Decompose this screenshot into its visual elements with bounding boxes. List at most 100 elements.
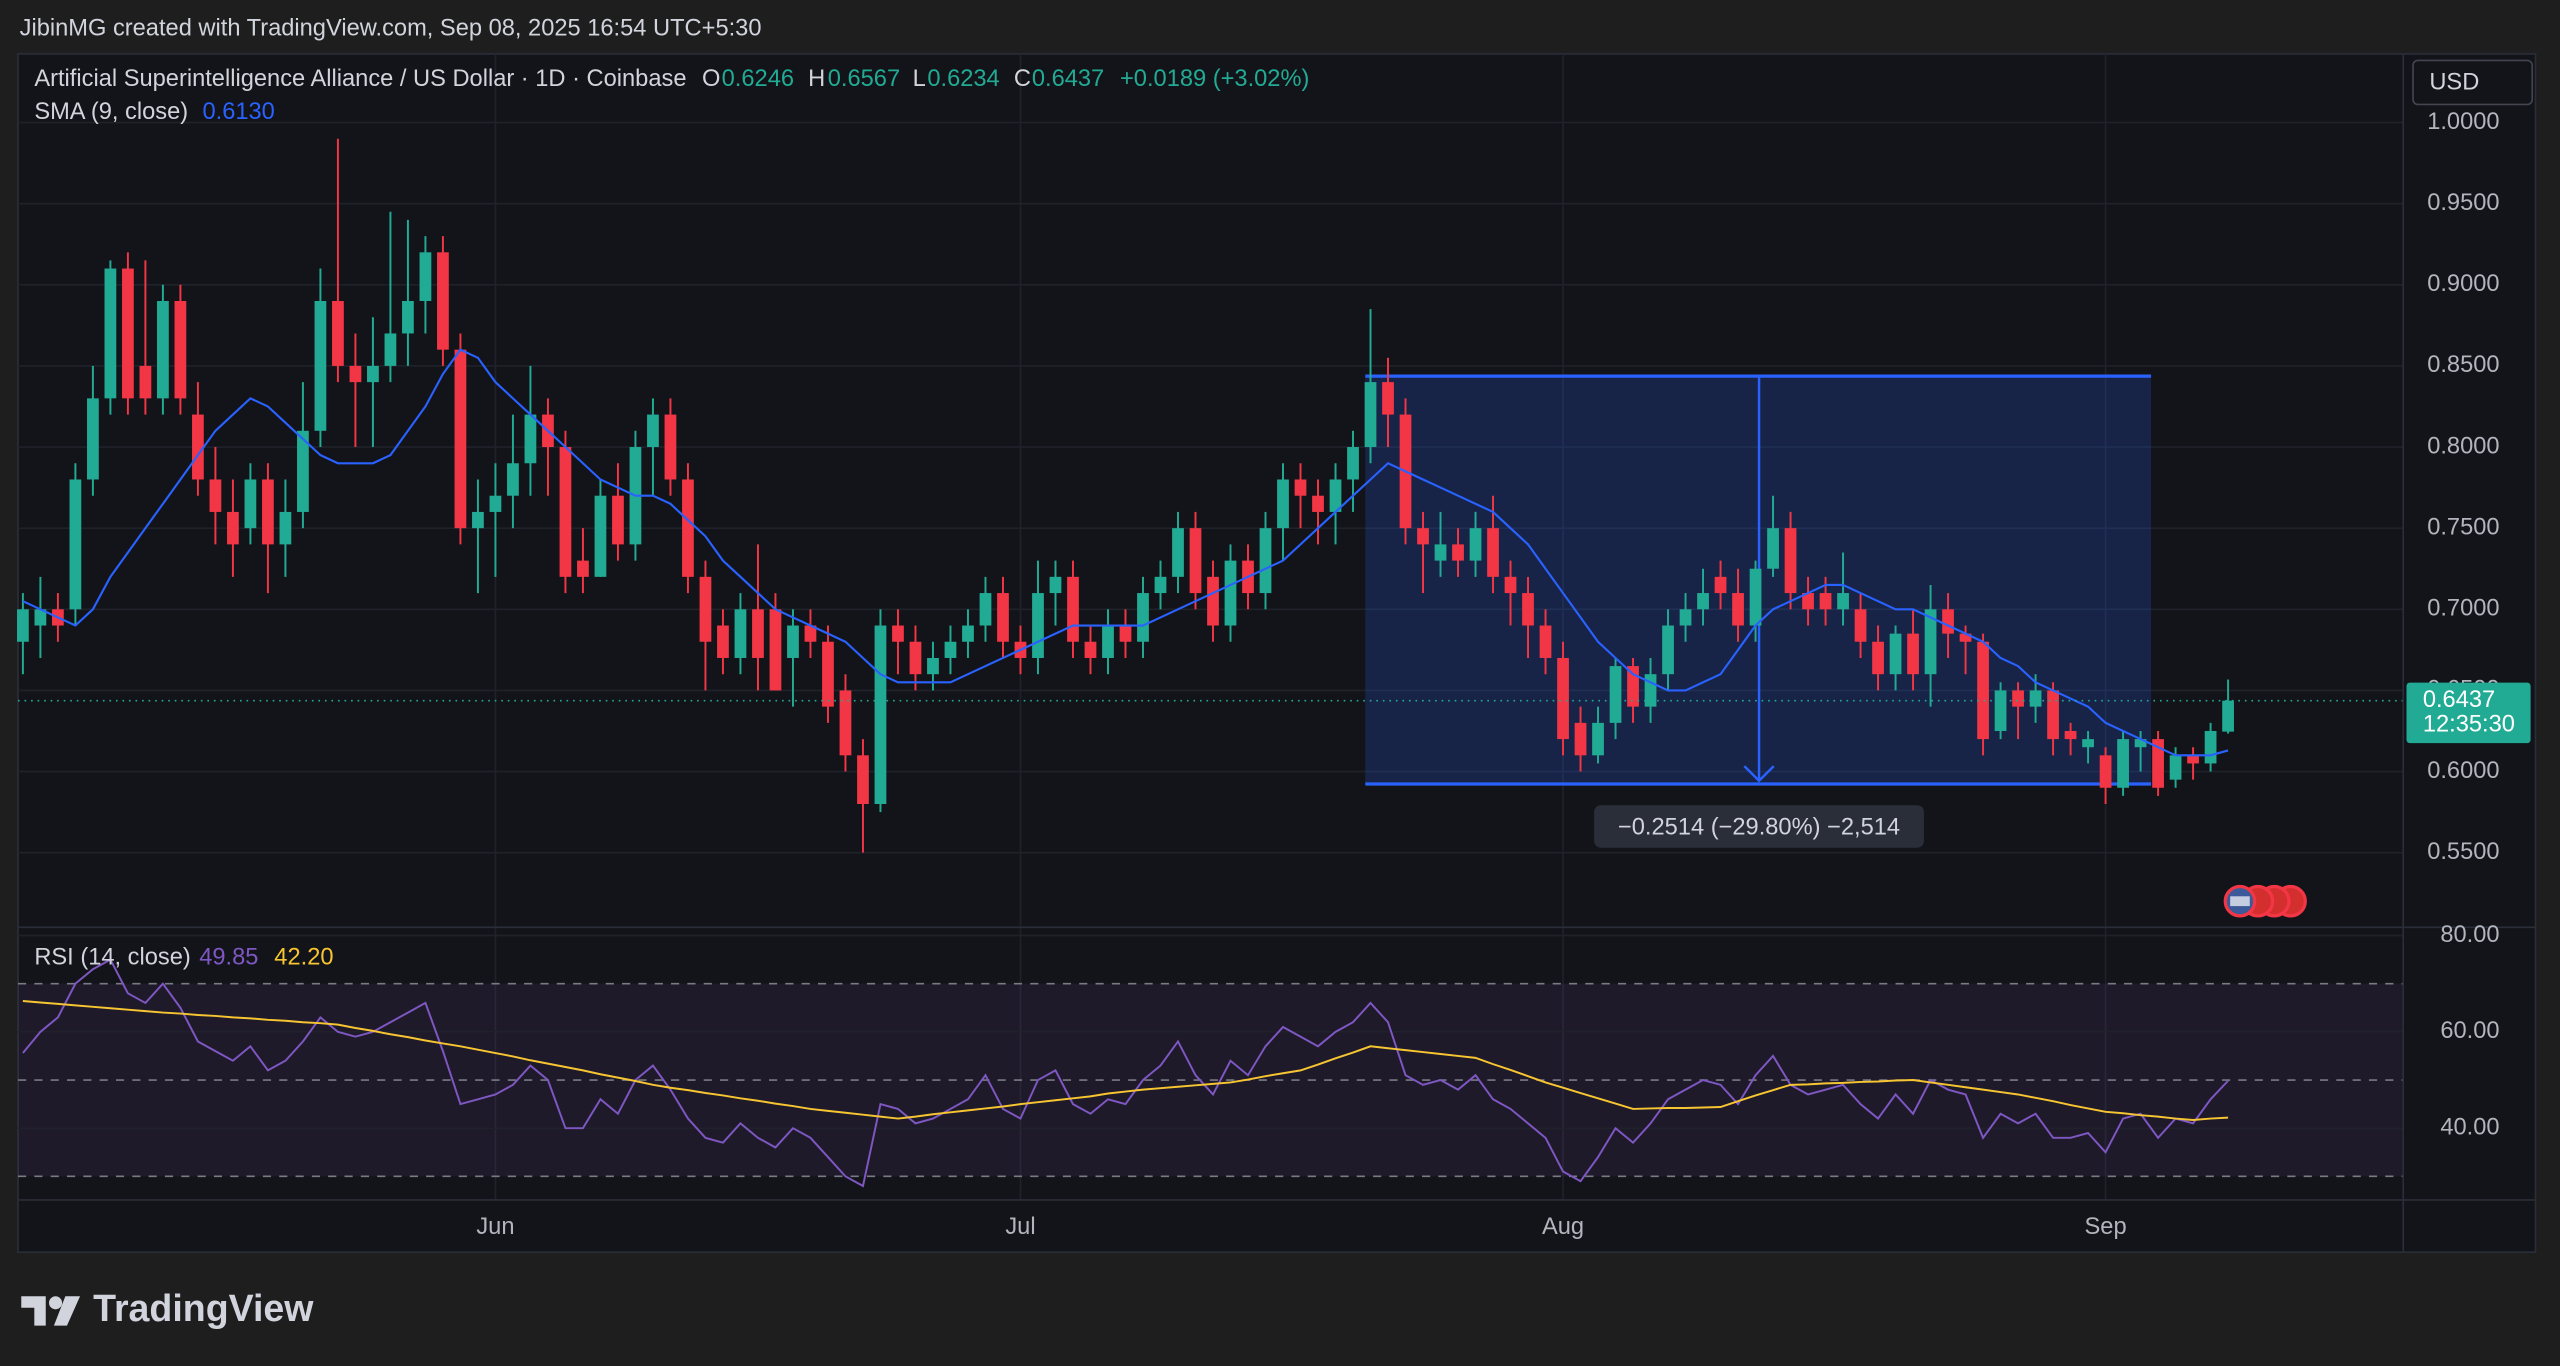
measure-label-box xyxy=(1594,805,1924,848)
candle-body xyxy=(734,609,747,658)
candle-body xyxy=(157,300,169,399)
candle-body xyxy=(559,447,572,577)
y-tick-label: 0.6000 xyxy=(2427,758,2499,784)
candle-body xyxy=(612,495,624,545)
x-tick-label: Sep xyxy=(2085,1214,2127,1240)
candle-body xyxy=(787,625,799,658)
brand-logo xyxy=(21,1296,81,1326)
candle-body xyxy=(822,641,834,707)
candle-body xyxy=(244,479,257,529)
candle-body xyxy=(1749,568,1762,626)
candle-body xyxy=(1854,609,1867,642)
plot xyxy=(17,53,2404,1200)
x-tick-label: Jul xyxy=(1005,1214,1035,1240)
candle-body xyxy=(1469,528,1482,561)
candle-body xyxy=(279,511,292,545)
candle-body xyxy=(1557,657,1569,740)
candle-body xyxy=(1487,528,1499,577)
candle-body xyxy=(437,252,449,350)
symbol-title: Artificial Superintelligence Alliance / … xyxy=(34,66,686,92)
ohlc-value: 0.6437 xyxy=(1032,66,1104,92)
attribution: JibinMG created with TradingView.com, Se… xyxy=(20,16,762,42)
candle-body xyxy=(1189,528,1202,594)
candle-body xyxy=(1697,593,1709,610)
candle-body xyxy=(2082,739,2094,748)
candle-body xyxy=(857,755,869,805)
candle-body xyxy=(1137,593,1149,642)
ohlc-value: 0.6246 xyxy=(722,66,794,92)
candle-body xyxy=(1907,633,1919,675)
candle-body xyxy=(979,593,992,626)
sma-line xyxy=(22,348,2229,757)
y-tick-label: 0.7000 xyxy=(2427,596,2499,622)
candle-body xyxy=(419,252,432,301)
candle-body xyxy=(717,625,729,658)
candle-body xyxy=(402,300,414,334)
candle-body xyxy=(1067,576,1079,642)
candle-body xyxy=(367,365,379,383)
candle-body xyxy=(577,560,589,577)
candle-body xyxy=(1609,666,1622,723)
candle-body xyxy=(332,300,344,366)
candle-body xyxy=(1032,593,1044,658)
candle-body xyxy=(874,625,887,805)
candle-body xyxy=(209,479,222,512)
candle-body xyxy=(1277,479,1289,529)
candle-body xyxy=(1259,528,1272,594)
candle-body xyxy=(2204,730,2217,764)
event-flags xyxy=(2223,884,2307,918)
candle-body xyxy=(1329,479,1342,512)
y-tick-label: 0.8000 xyxy=(2427,433,2499,459)
candle-body xyxy=(1312,495,1324,512)
candle-body xyxy=(1434,544,1447,561)
candle-body xyxy=(314,300,327,431)
x-tick-label: Aug xyxy=(1542,1214,1584,1240)
currency-button[interactable] xyxy=(2412,59,2534,106)
candle-body xyxy=(384,333,397,366)
candle-body xyxy=(2012,690,2024,707)
y-tick-label: 0.5500 xyxy=(2427,839,2499,865)
y-tick-label: 0.9500 xyxy=(2427,190,2499,216)
overlay: Artificial Superintelligence Alliance / … xyxy=(21,59,2534,1329)
candle-body xyxy=(997,593,1009,642)
currency[interactable]: USD xyxy=(2429,70,2479,96)
candle-body xyxy=(297,430,309,512)
candle-body xyxy=(1172,528,1184,577)
candle-body xyxy=(2029,690,2042,707)
y-tick-label: 0.9000 xyxy=(2427,271,2499,297)
candle-body xyxy=(104,268,117,399)
candle-body xyxy=(1154,576,1167,594)
candle-body xyxy=(1539,625,1552,658)
candle-body xyxy=(489,495,502,512)
candle-body xyxy=(2152,739,2164,788)
candle-body xyxy=(1207,576,1219,626)
candle-body xyxy=(1977,641,1989,740)
candle-body xyxy=(1119,625,1132,642)
candle-body xyxy=(752,609,764,658)
candle-body xyxy=(2047,690,2059,740)
candle-body xyxy=(69,479,82,610)
candle-body xyxy=(804,625,817,642)
y-tick-label: 0.8500 xyxy=(2427,352,2499,378)
candle-body xyxy=(17,609,29,642)
candle-body xyxy=(2169,755,2182,780)
candle-body xyxy=(1102,625,1114,658)
candle-body xyxy=(227,511,239,545)
candle-body xyxy=(1714,576,1727,594)
candle-body xyxy=(1049,576,1062,594)
candle-body xyxy=(1382,382,1394,415)
candle-body xyxy=(1872,641,1884,675)
candle-body xyxy=(262,479,274,545)
candle-body xyxy=(2099,755,2112,788)
measure-arrowhead xyxy=(1743,765,1775,783)
candle-body xyxy=(682,479,694,577)
ohlc-value: 0.6567 xyxy=(828,66,900,92)
rsi-value: 49.85 xyxy=(199,945,258,971)
candle-body xyxy=(892,625,904,642)
candle-body xyxy=(664,414,677,480)
candle-body xyxy=(1942,609,1954,634)
measure-label: −0.2514 (−29.80%) −2,514 xyxy=(1618,814,1900,840)
ohlc-letter: H xyxy=(808,66,825,92)
candle-body xyxy=(962,625,974,642)
candle-body xyxy=(1679,609,1692,626)
